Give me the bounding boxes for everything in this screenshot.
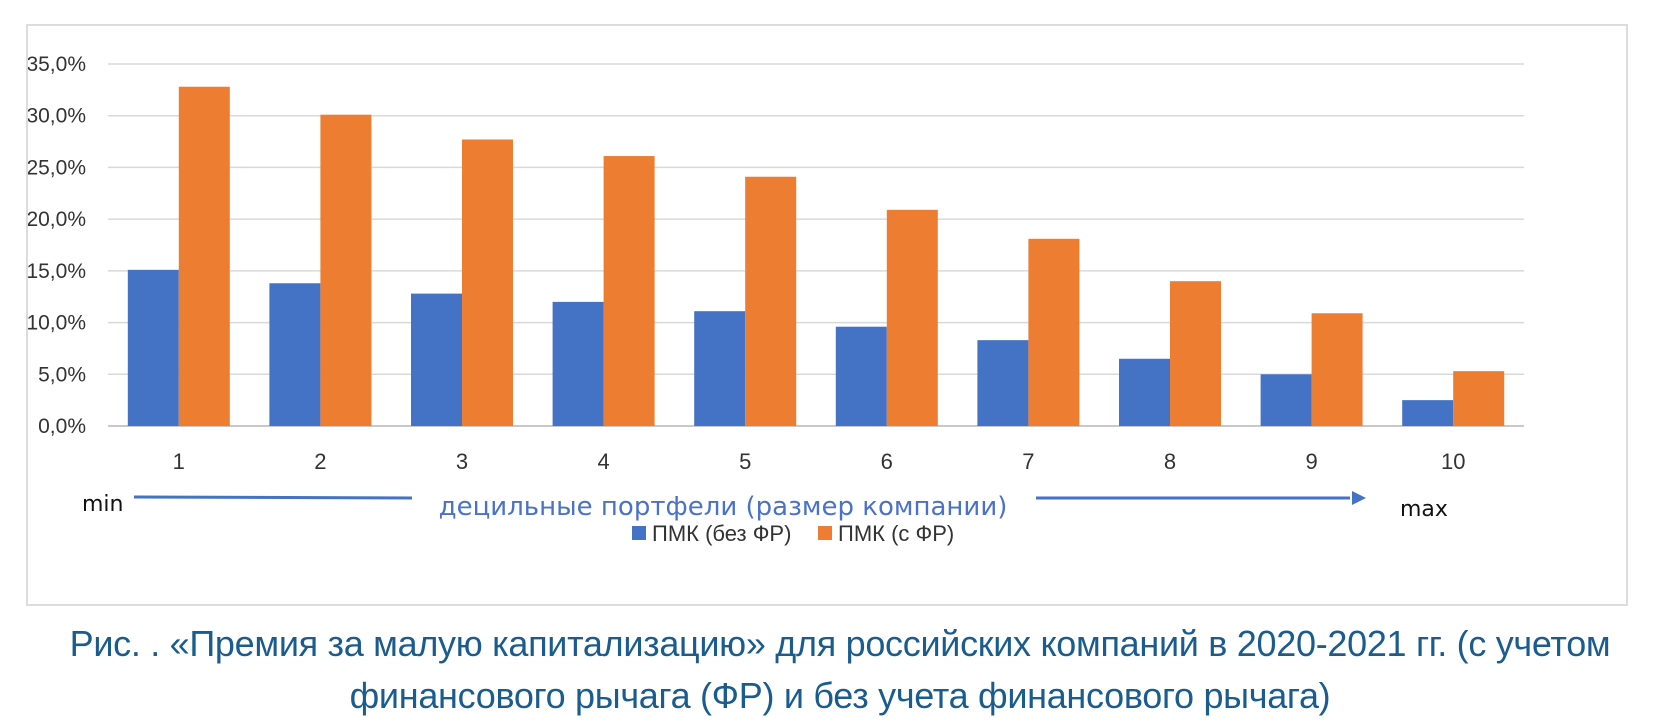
bar-without-leverage xyxy=(411,293,462,426)
bar-without-leverage xyxy=(835,326,887,426)
bar-chart: 0,0% 5,0% 10,0% 15,0% 20,0% 25,0% 30,0% 35,0% 1… xyxy=(28,53,1524,546)
y-tick-label: 10,0% xyxy=(28,312,86,335)
legend-swatch-without-leverage xyxy=(632,526,646,540)
x-tick-label: 5 xyxy=(739,449,751,474)
bar-with-leverage xyxy=(745,176,797,426)
bar-with-leverage xyxy=(1311,313,1363,426)
y-tick-label: 15,0% xyxy=(28,260,86,283)
bar-with-leverage xyxy=(1453,371,1505,426)
bar-without-leverage xyxy=(127,269,179,426)
bar-with-leverage xyxy=(886,209,938,426)
legend: ПМК (без ФР) ПМК (с ФР) xyxy=(632,521,954,546)
x-axis-categories: 1 2 3 4 5 6 7 8 9 10 xyxy=(173,449,1466,474)
bar-without-leverage xyxy=(552,301,604,426)
bar-without-leverage xyxy=(269,283,321,426)
bar-with-leverage xyxy=(178,86,230,427)
legend-label-without-leverage: ПМК (без ФР) xyxy=(652,521,791,546)
x-tick-label: 8 xyxy=(1164,449,1176,474)
x-max-label: max xyxy=(1400,497,1448,522)
bar-without-leverage xyxy=(694,311,746,426)
x-tick-label: 2 xyxy=(314,449,326,474)
y-tick-label: 20,0% xyxy=(28,208,86,231)
x-tick-label: 10 xyxy=(1441,449,1465,474)
y-tick-label: 30,0% xyxy=(28,105,86,128)
legend-label-with-leverage: ПМК (с ФР) xyxy=(838,521,954,546)
figure-caption-line-2: финансового рычага (ФР) и без учета фина… xyxy=(349,675,1331,716)
x-axis-title: децильные портфели (размер компании) xyxy=(439,492,1008,522)
y-axis-ticks: 0,0% 5,0% 10,0% 15,0% 20,0% 25,0% 30,0% 35,0% xyxy=(28,53,86,438)
chart-frame: 0,0% 5,0% 10,0% 15,0% 20,0% 25,0% 30,0% 35,0% 1… xyxy=(26,24,1628,606)
y-tick-label: 25,0% xyxy=(28,156,86,179)
x-tick-label: 6 xyxy=(881,449,893,474)
y-tick-label: 5,0% xyxy=(38,363,86,386)
bar-with-leverage xyxy=(462,139,513,426)
bar-without-leverage xyxy=(1402,400,1454,426)
x-tick-label: 1 xyxy=(173,449,185,474)
figure-caption: Рис. . «Премия за малую капитализацию» д… xyxy=(0,618,1680,722)
x-tick-label: 3 xyxy=(456,449,468,474)
bar-with-leverage xyxy=(1028,238,1080,426)
bar-without-leverage xyxy=(1119,358,1170,426)
bar-with-leverage xyxy=(603,156,655,426)
y-tick-label: 0,0% xyxy=(38,415,86,438)
bars xyxy=(127,86,1505,427)
bar-without-leverage xyxy=(1260,374,1312,426)
figure-caption-line-1: Рис. . «Премия за малую капитализацию» д… xyxy=(69,623,1611,664)
x-tick-label: 9 xyxy=(1305,449,1317,474)
x-tick-label: 4 xyxy=(597,449,609,474)
bar-without-leverage xyxy=(977,340,1029,426)
y-tick-label: 35,0% xyxy=(28,53,86,76)
x-tick-label: 7 xyxy=(1022,449,1034,474)
arrow-head-icon xyxy=(1352,491,1366,505)
legend-swatch-with-leverage xyxy=(818,526,832,540)
bar-with-leverage xyxy=(320,114,372,427)
x-min-label: min xyxy=(82,492,124,517)
min-arrow-line xyxy=(133,495,413,500)
bar-with-leverage xyxy=(1170,281,1221,426)
